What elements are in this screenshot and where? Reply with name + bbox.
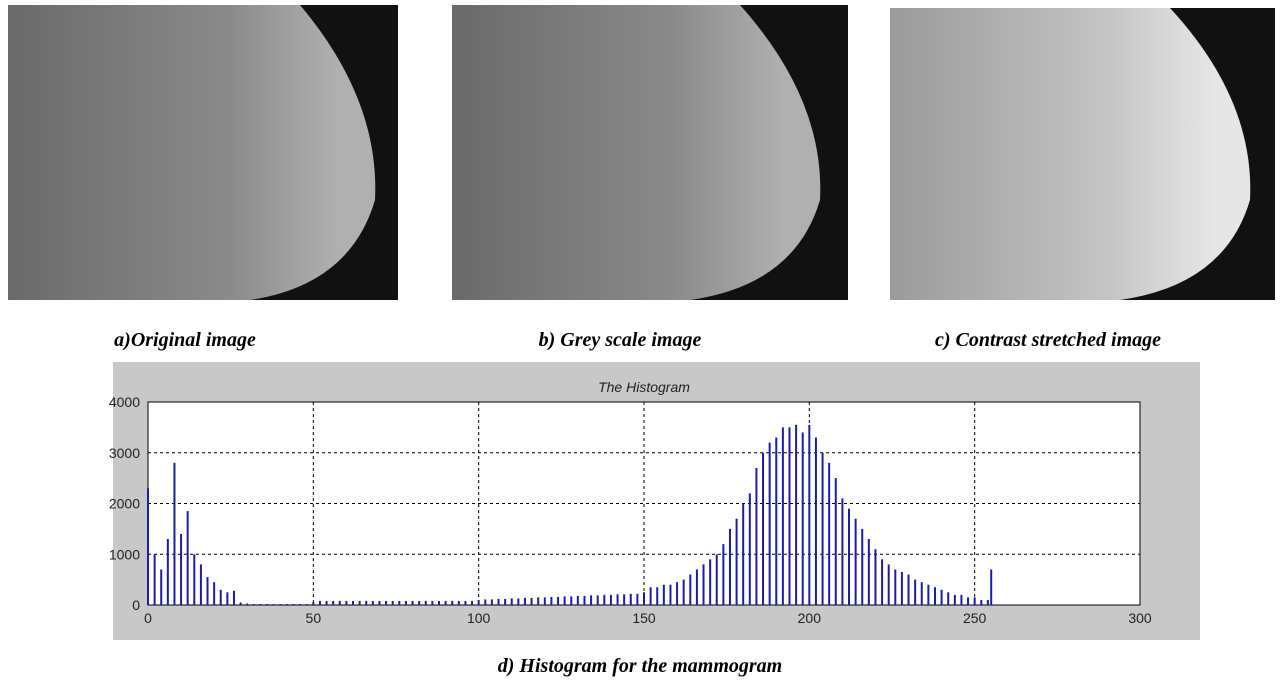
x-tick-label: 150 xyxy=(632,610,656,626)
caption: c) Contrast stretched image xyxy=(935,329,1161,351)
x-tick-label: 100 xyxy=(467,610,491,626)
x-tick-label: 250 xyxy=(963,610,987,626)
x-tick-label: 300 xyxy=(1128,610,1152,626)
image-b xyxy=(452,5,848,300)
x-tick-label: 50 xyxy=(306,610,322,626)
plot: 0 1000 2000 3000 4000 0 50 100 150 200 250 300 xyxy=(109,394,1152,626)
y-tick-label: 4000 xyxy=(109,394,140,410)
image-c xyxy=(890,8,1275,300)
caption: b) Grey scale image xyxy=(539,329,702,351)
caption: d) Histogram for the mammogram xyxy=(498,655,782,677)
y-tick-label: 3000 xyxy=(109,445,140,461)
caption: a)Original image xyxy=(114,329,256,351)
chart-title: The Histogram xyxy=(598,379,690,395)
y-tick-label: 1000 xyxy=(109,546,140,562)
x-tick-label: 200 xyxy=(798,610,822,626)
y-tick-label: 0 xyxy=(132,597,140,613)
image-a xyxy=(8,5,398,300)
y-tick-label: 2000 xyxy=(109,496,140,512)
x-tick-label: 0 xyxy=(144,610,152,626)
